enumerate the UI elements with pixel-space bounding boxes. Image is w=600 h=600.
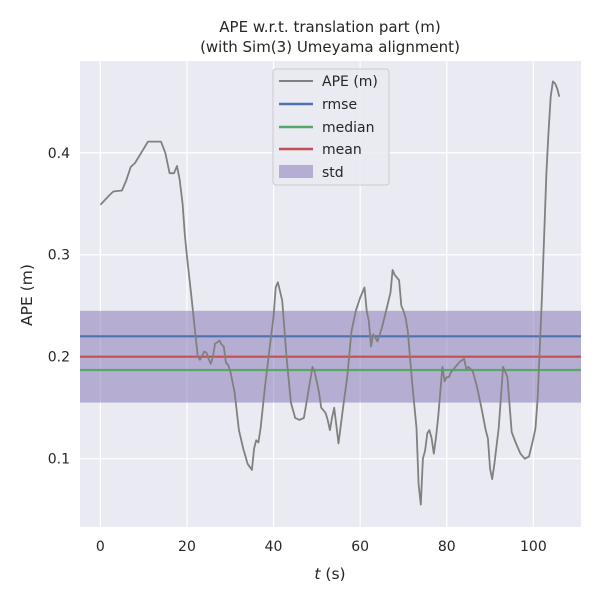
x-tick-label: 0 bbox=[96, 539, 105, 555]
y-tick-label: 0.4 bbox=[48, 146, 70, 162]
legend-frame bbox=[272, 68, 390, 186]
ape-line bbox=[99, 80, 561, 506]
x-tick-label: 20 bbox=[178, 539, 196, 555]
y-axis-label: APE (m) bbox=[18, 264, 36, 326]
x-tick-label: 100 bbox=[520, 539, 547, 555]
x-axis-label: t (s) bbox=[314, 565, 345, 583]
legend-label-rmse: rmse bbox=[322, 97, 357, 113]
chart-title: APE w.r.t. translation part (m) bbox=[219, 18, 440, 36]
x-tick-label: 80 bbox=[438, 539, 456, 555]
y-tick-label: 0.3 bbox=[48, 248, 70, 264]
x-axis-label-var: t bbox=[314, 565, 321, 583]
x-tick-label: 60 bbox=[351, 539, 369, 555]
x-tick-label: 40 bbox=[265, 539, 283, 555]
stat-lines-layer bbox=[80, 335, 581, 372]
legend-label-ape: APE (m) bbox=[322, 74, 378, 90]
tick-labels: 0 20 40 60 80 100 0.1 0.2 0.3 0.4 bbox=[48, 146, 547, 555]
legend-swatch-std bbox=[279, 165, 313, 178]
chart-subtitle: (with Sim(3) Umeyama alignment) bbox=[200, 38, 460, 56]
y-tick-label: 0.2 bbox=[48, 350, 70, 366]
legend: APE (m) rmse median mean std bbox=[272, 68, 390, 186]
y-tick-label: 0.1 bbox=[48, 452, 70, 468]
legend-label-mean: mean bbox=[322, 142, 362, 158]
ape-series-layer bbox=[99, 80, 561, 506]
x-axis-label-unit: (s) bbox=[320, 565, 345, 583]
legend-label-std: std bbox=[322, 165, 344, 181]
legend-label-median: median bbox=[322, 120, 374, 136]
